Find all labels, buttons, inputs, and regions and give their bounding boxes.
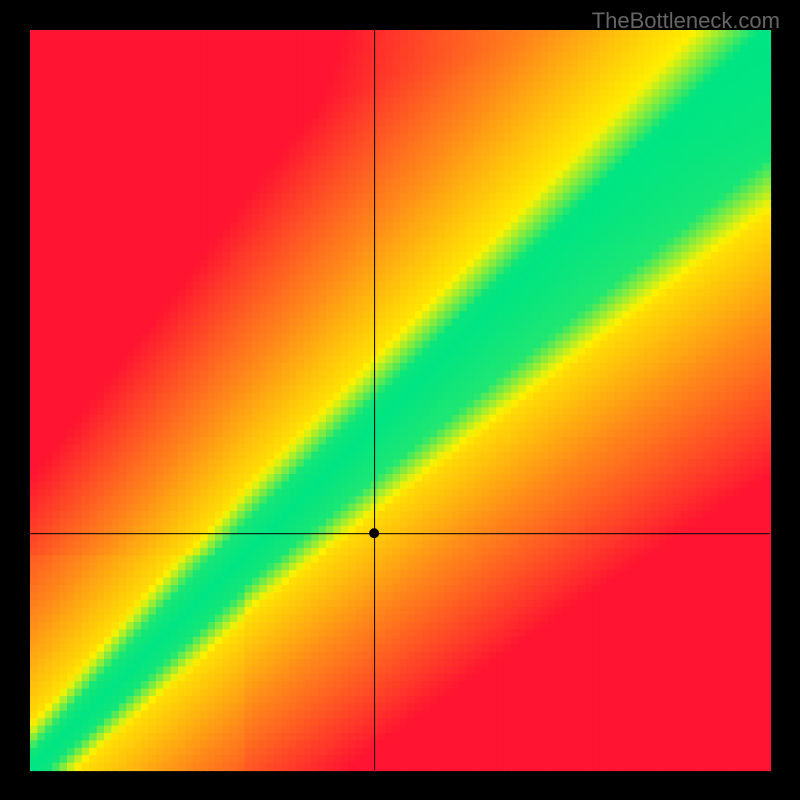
bottleneck-heatmap <box>0 0 800 800</box>
chart-container: TheBottleneck.com <box>0 0 800 800</box>
watermark-text: TheBottleneck.com <box>592 8 780 34</box>
